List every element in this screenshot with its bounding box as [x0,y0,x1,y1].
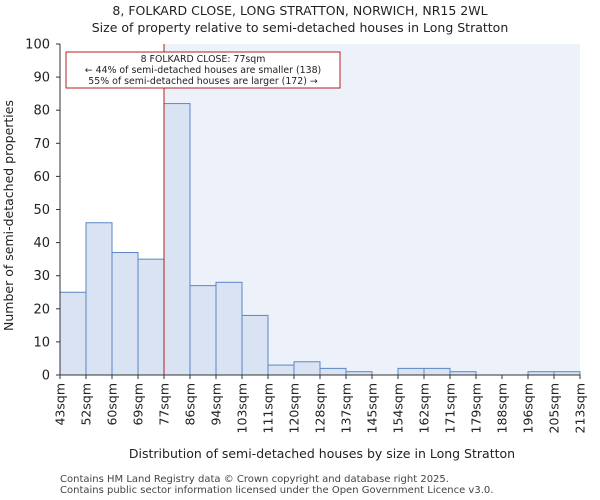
annotation-line: 55% of semi-detached houses are larger (… [88,76,318,87]
x-tick-label: 188sqm [495,383,510,433]
y-axis-label: Number of semi-detached properties [1,100,16,331]
x-tick-label: 111sqm [261,383,276,433]
x-tick-label: 128sqm [313,383,328,433]
x-tick-label: 145sqm [365,383,380,433]
footer-line-1: Contains HM Land Registry data © Crown c… [60,474,449,485]
x-tick-label: 103sqm [235,383,250,433]
histogram-bar [423,367,451,376]
x-tick-label: 213sqm [573,383,588,433]
x-tick-label: 120sqm [287,383,302,433]
y-tick-label: 100 [25,38,50,53]
x-tick-label: 52sqm [79,383,94,426]
y-tick-label: 10 [33,335,50,350]
y-tick-label: 80 [33,104,50,119]
x-tick-label: 162sqm [417,383,432,433]
x-tick-label: 86sqm [183,383,198,426]
x-tick-label: 196sqm [521,383,536,433]
y-tick-label: 30 [33,269,50,284]
y-tick-label: 50 [33,203,50,218]
chart-title: 8, FOLKARD CLOSE, LONG STRATTON, NORWICH… [112,3,488,18]
histogram-bar [319,367,347,376]
x-tick-label: 137sqm [339,383,354,433]
chart-subtitle: Size of property relative to semi-detach… [91,20,509,35]
annotation-box [65,51,341,89]
histogram-bar [241,314,269,376]
annotation-line: 8 FOLKARD CLOSE: 77sqm [141,54,266,65]
footer: Contains HM Land Registry data © Crown c… [60,474,493,496]
x-tick-label: 179sqm [469,383,484,433]
y-tick-label: 20 [33,302,50,317]
histogram-bar [189,285,217,376]
histogram-bar [397,367,425,376]
x-tick-label: 77sqm [157,383,172,426]
histogram-bar [137,258,165,376]
histogram-bar [215,281,243,376]
y-tick-label: 40 [33,236,50,251]
y-tick-label: 0 [42,369,50,384]
histogram-bar [267,364,295,376]
annotation-line: ← 44% of semi-detached houses are smalle… [85,65,321,76]
chart-title-block: 8, FOLKARD CLOSE, LONG STRATTON, NORWICH… [0,2,600,36]
histogram-bar [85,222,113,376]
x-tick-label: 171sqm [443,383,458,433]
x-axis-label: Distribution of semi-detached houses by … [129,446,515,461]
histogram-bar [111,252,139,376]
x-tick-label: 69sqm [131,383,146,426]
x-tick-label: 43sqm [53,383,68,426]
x-tick-label: 154sqm [391,383,406,433]
y-tick-label: 90 [33,71,50,86]
x-tick-label: 94sqm [209,383,224,426]
y-tick-label: 70 [33,137,50,152]
x-tick-label: 60sqm [105,383,120,426]
histogram-bar [163,103,191,376]
histogram-bar [59,291,87,376]
x-tick-label: 205sqm [547,383,562,433]
footer-line-2: Contains public sector information licen… [60,485,494,496]
y-tick-label: 60 [33,170,50,185]
histogram-bar [293,361,321,376]
